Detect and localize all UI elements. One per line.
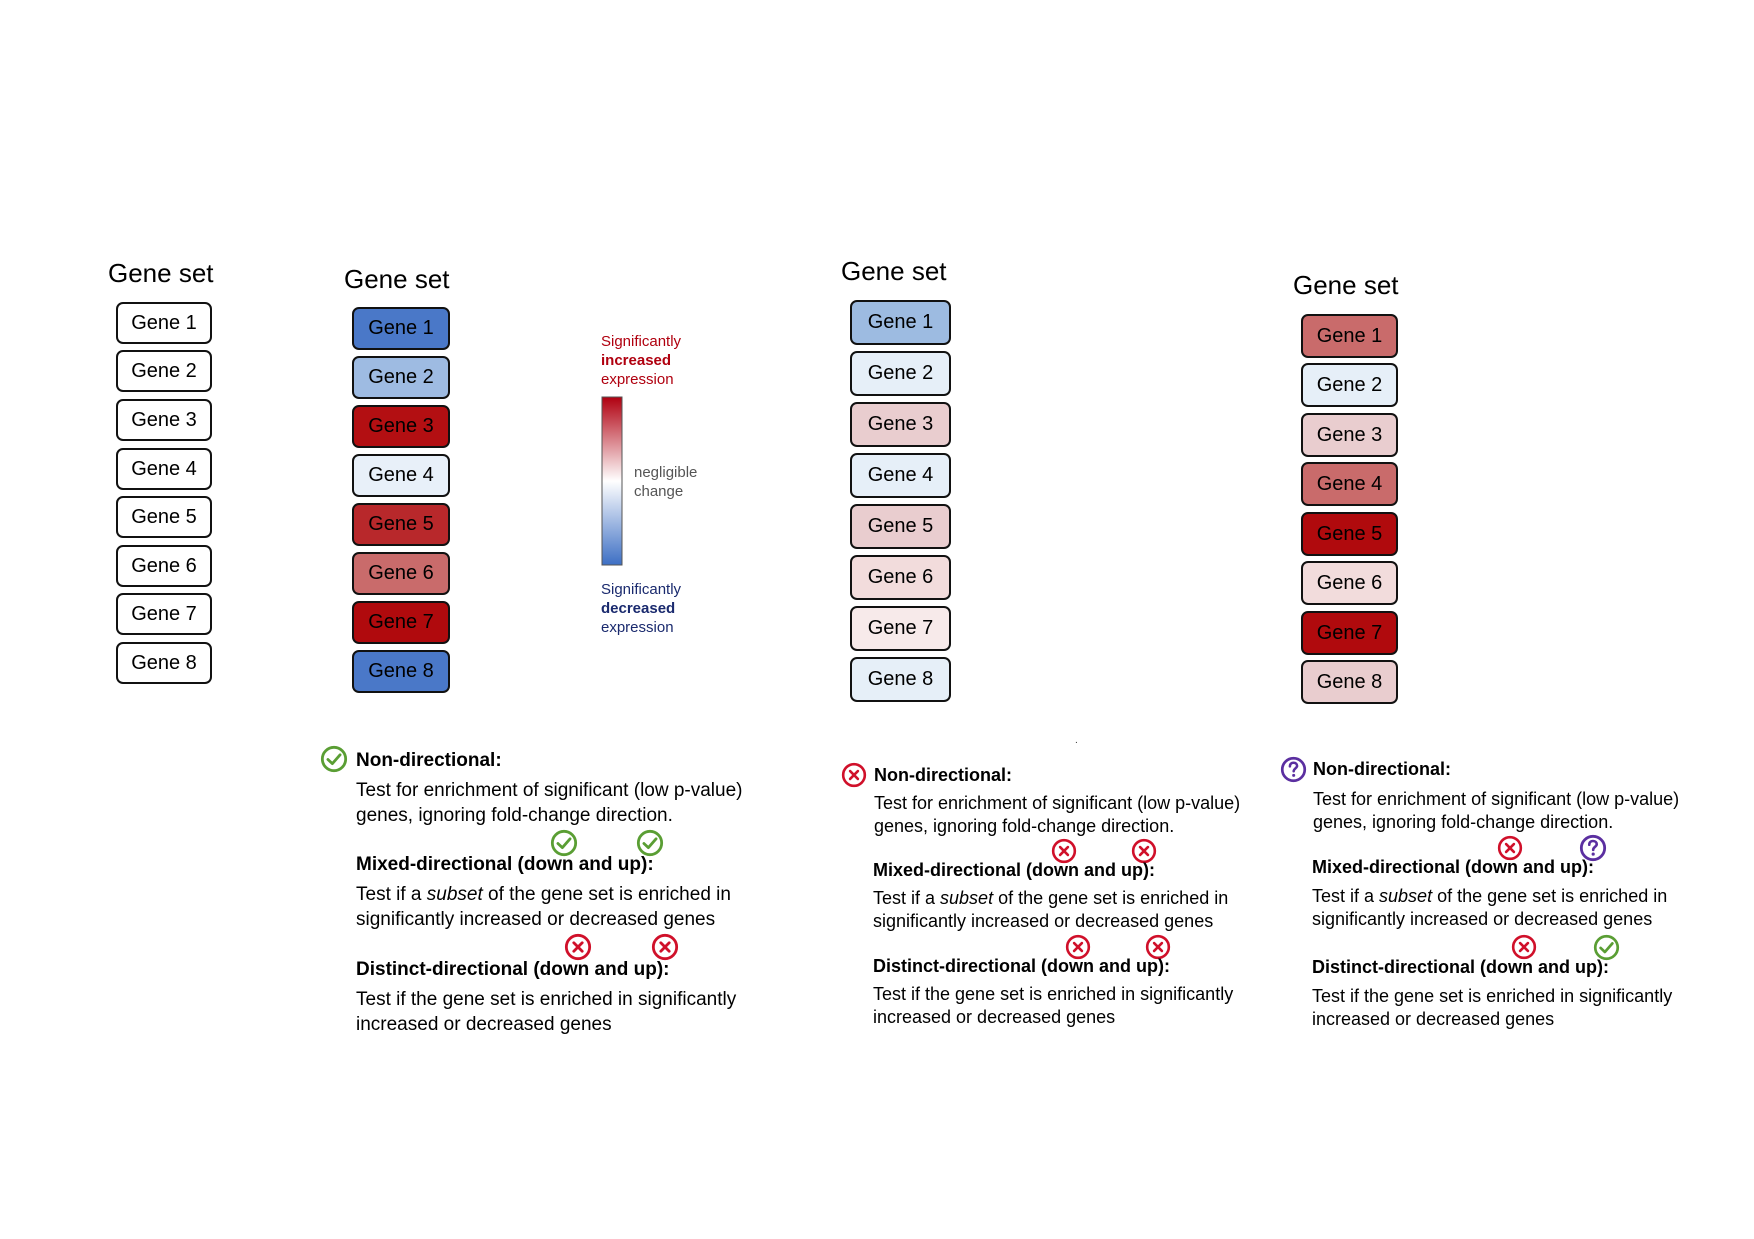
gene-box: Gene 6 <box>352 552 450 595</box>
legend-bottom-line2: decreased <box>601 600 676 617</box>
gene-box: Gene 2 <box>116 350 212 392</box>
gene-box: Gene 1 <box>352 307 450 350</box>
text-fragment: Test if a <box>1312 886 1380 906</box>
mixed-directional-desc-line1: Test if a subset of the gene set is enri… <box>1312 885 1667 908</box>
gene-box: Gene 7 <box>352 601 450 644</box>
non-directional-title: Non-directional: <box>1313 759 1451 779</box>
gene-set-title: Gene set <box>108 258 214 288</box>
gene-box: Gene 8 <box>116 642 212 684</box>
gene-box: Gene 8 <box>850 657 951 702</box>
mixed-directional-desc-line2: significantly increased or decreased gen… <box>1312 909 1653 929</box>
gene-box: Gene 6 <box>116 545 212 587</box>
mixed-directional-title: Mixed-directional (down and up): <box>1312 857 1594 877</box>
text-emphasis: subset <box>940 888 994 908</box>
non-directional-desc-line2: genes, ignoring fold-change direction. <box>874 816 1175 836</box>
gene-box: Gene 7 <box>850 606 951 651</box>
gene-box: Gene 6 <box>850 555 951 600</box>
gene-box: Gene 1 <box>850 300 951 345</box>
mixed-directional-desc-line2: significantly increased or decreased gen… <box>873 911 1214 931</box>
gene-box: Gene 1 <box>1301 314 1398 358</box>
gene-set-title: Gene set <box>1293 270 1399 300</box>
gene-box: Gene 3 <box>116 399 212 441</box>
distinct-directional-title: Distinct-directional (down and up): <box>873 956 1170 976</box>
legend-top-line2: increased <box>601 352 672 369</box>
text-fragment: Test if a <box>356 884 427 905</box>
gene-box: Gene 6 <box>1301 561 1398 605</box>
cross-icon <box>841 762 867 788</box>
mixed-directional-title: Mixed-directional (down and up): <box>873 860 1155 880</box>
legend-mid-line1: negligible <box>634 464 698 481</box>
mixed-directional-desc-line2: significantly increased or decreased gen… <box>356 909 716 930</box>
non-directional-desc-line1: Test for enrichment of significant (low … <box>1313 789 1680 809</box>
gene-box: Gene 1 <box>116 302 212 344</box>
gene-box: Gene 5 <box>352 503 450 546</box>
mixed-directional-desc-line1: Test if a subset of the gene set is enri… <box>356 882 731 907</box>
gene-box: Gene 3 <box>1301 413 1398 457</box>
mixed-directional-desc-line1: Test if a subset of the gene set is enri… <box>873 887 1228 910</box>
legend-bottom-line3: expression <box>601 619 674 636</box>
text-fragment: of the gene set is enriched in <box>482 884 731 905</box>
distinct-directional-desc-line2: increased or decreased genes <box>356 1014 612 1035</box>
gene-box: Gene 8 <box>1301 660 1398 704</box>
text-emphasis: subset <box>426 884 483 905</box>
mixed-directional-title: Mixed-directional (down and up): <box>356 854 654 875</box>
legend-top-line3: expression <box>601 371 674 388</box>
gene-box: Gene 2 <box>1301 363 1398 407</box>
non-directional-title: Non-directional: <box>874 765 1012 785</box>
distinct-directional-title: Distinct-directional (down and up): <box>1312 957 1609 977</box>
gene-box: Gene 4 <box>850 453 951 498</box>
non-directional-title: Non-directional: <box>356 750 502 771</box>
distinct-directional-title: Distinct-directional (down and up): <box>356 959 670 980</box>
gene-box: Gene 3 <box>352 405 450 448</box>
distinct-directional-desc-line1: Test if the gene set is enriched in sign… <box>873 984 1234 1004</box>
text-fragment: of the gene set is enriched in <box>993 888 1229 908</box>
non-directional-desc-line1: Test for enrichment of significant (low … <box>874 793 1241 813</box>
gene-set-title: Gene set <box>344 264 450 294</box>
non-directional-desc-line2: genes, ignoring fold-change direction. <box>1313 812 1614 832</box>
gene-box: Gene 5 <box>1301 512 1398 556</box>
distinct-directional-desc-line1: Test if the gene set is enriched in sign… <box>356 989 737 1010</box>
legend-top-line1: Significantly <box>601 333 682 350</box>
gene-box: Gene 7 <box>116 593 212 635</box>
gene-set-title: Gene set <box>841 256 947 286</box>
distinct-directional-desc-line2: increased or decreased genes <box>1312 1009 1555 1029</box>
gene-box: Gene 2 <box>352 356 450 399</box>
gene-box: Gene 2 <box>850 351 951 396</box>
question-icon <box>1280 756 1307 783</box>
text-emphasis: subset <box>1379 886 1433 906</box>
distinct-directional-desc-line2: increased or decreased genes <box>873 1007 1116 1027</box>
gene-box: Gene 4 <box>116 448 212 490</box>
gene-box: Gene 5 <box>116 496 212 538</box>
non-directional-desc-line1: Test for enrichment of significant (low … <box>356 780 743 801</box>
text-fragment: Test if a <box>873 888 941 908</box>
distinct-directional-desc-line1: Test if the gene set is enriched in sign… <box>1312 986 1673 1006</box>
gene-box: Gene 4 <box>1301 462 1398 506</box>
gene-box: Gene 4 <box>352 454 450 497</box>
text-fragment: of the gene set is enriched in <box>1432 886 1668 906</box>
legend-bottom-line1: Significantly <box>601 581 682 598</box>
gene-box: Gene 8 <box>352 650 450 693</box>
legend-mid-line2: change <box>634 483 684 500</box>
stray-dot: . <box>1075 735 1078 746</box>
gene-box: Gene 3 <box>850 402 951 447</box>
legend-gradient-bar <box>601 396 623 566</box>
check-icon <box>320 745 348 773</box>
gene-box: Gene 5 <box>850 504 951 549</box>
non-directional-desc-line2: genes, ignoring fold-change direction. <box>356 805 673 826</box>
gene-box: Gene 7 <box>1301 611 1398 655</box>
